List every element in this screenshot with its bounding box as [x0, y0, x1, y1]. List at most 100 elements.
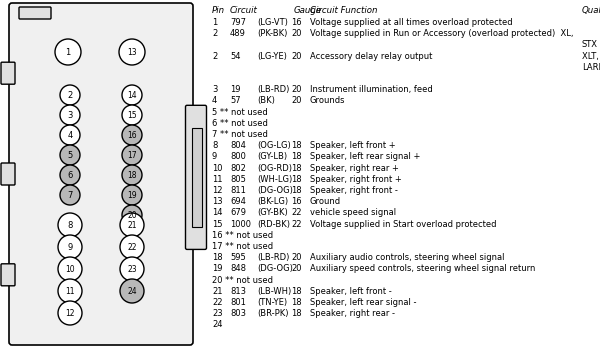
Text: 848: 848 — [230, 264, 246, 273]
Text: Voltage supplied in Run or Accessory (overload protected)  XL,: Voltage supplied in Run or Accessory (ov… — [310, 29, 574, 38]
Text: XLT, FX4,: XLT, FX4, — [582, 52, 600, 61]
Circle shape — [60, 185, 80, 205]
Text: 2: 2 — [212, 52, 217, 61]
Circle shape — [122, 105, 142, 125]
Text: 21: 21 — [127, 220, 137, 229]
FancyBboxPatch shape — [19, 7, 51, 19]
Text: (BK): (BK) — [257, 96, 275, 105]
Text: vehicle speed signal: vehicle speed signal — [310, 209, 396, 218]
Text: 19: 19 — [212, 264, 223, 273]
Text: (WH-LG): (WH-LG) — [257, 175, 292, 184]
Text: 9: 9 — [212, 152, 217, 161]
Text: 22: 22 — [127, 243, 137, 252]
Text: Speaker, left rear signal +: Speaker, left rear signal + — [310, 152, 421, 161]
Text: 804: 804 — [230, 141, 246, 150]
FancyBboxPatch shape — [1, 62, 15, 84]
Circle shape — [58, 235, 82, 259]
Circle shape — [58, 301, 82, 325]
Text: Grounds: Grounds — [310, 96, 346, 105]
Text: 694: 694 — [230, 197, 246, 206]
Text: Speaker, right rear -: Speaker, right rear - — [310, 309, 395, 318]
Circle shape — [58, 257, 82, 281]
Text: 15: 15 — [127, 110, 137, 119]
Circle shape — [122, 185, 142, 205]
Circle shape — [122, 85, 142, 105]
Text: 18: 18 — [291, 309, 302, 318]
Circle shape — [60, 125, 80, 145]
Text: 19: 19 — [230, 85, 241, 94]
Text: (TN-YE): (TN-YE) — [257, 298, 287, 307]
Text: 5 ** not used: 5 ** not used — [212, 108, 268, 117]
Text: Voltage supplied in Start overload protected: Voltage supplied in Start overload prote… — [310, 220, 497, 229]
Circle shape — [60, 85, 80, 105]
Text: Gauge: Gauge — [294, 6, 322, 15]
Text: 14: 14 — [127, 91, 137, 100]
Text: (DG-OG): (DG-OG) — [257, 264, 293, 273]
Text: 803: 803 — [230, 309, 246, 318]
Circle shape — [120, 279, 144, 303]
FancyBboxPatch shape — [192, 128, 202, 227]
Text: 8: 8 — [67, 220, 73, 229]
Text: (BR-PK): (BR-PK) — [257, 309, 289, 318]
Text: 813: 813 — [230, 287, 246, 296]
Text: 13: 13 — [212, 197, 223, 206]
Text: 18: 18 — [291, 152, 302, 161]
Text: 2: 2 — [212, 29, 217, 38]
Text: 2: 2 — [67, 91, 73, 100]
Text: 13: 13 — [127, 48, 137, 57]
Text: Circuit: Circuit — [230, 6, 258, 15]
Text: 18: 18 — [291, 186, 302, 195]
Text: 20: 20 — [127, 211, 137, 220]
Text: 18: 18 — [212, 253, 223, 262]
Text: (LB-RD): (LB-RD) — [257, 85, 289, 94]
Circle shape — [55, 39, 81, 65]
Text: Speaker, left front +: Speaker, left front + — [310, 141, 395, 150]
Text: 16: 16 — [291, 18, 302, 27]
Text: (BK-LG): (BK-LG) — [257, 197, 288, 206]
Text: 3: 3 — [67, 110, 73, 119]
Text: 12: 12 — [65, 308, 75, 318]
Text: 10: 10 — [65, 264, 75, 273]
Circle shape — [122, 165, 142, 185]
Text: (PK-BK): (PK-BK) — [257, 29, 287, 38]
Text: Circuit Function: Circuit Function — [310, 6, 377, 15]
Text: LARIAT: LARIAT — [582, 63, 600, 72]
Text: Qualifier: Qualifier — [582, 6, 600, 15]
Text: 23: 23 — [127, 264, 137, 273]
Text: 679: 679 — [230, 209, 246, 218]
Text: 20: 20 — [291, 29, 302, 38]
Text: 800: 800 — [230, 152, 246, 161]
Text: 15: 15 — [212, 220, 223, 229]
Text: 16: 16 — [127, 130, 137, 139]
Text: 20 ** not used: 20 ** not used — [212, 276, 273, 285]
Circle shape — [122, 145, 142, 165]
Circle shape — [119, 39, 145, 65]
Text: Auxiliary audio controls, steering wheel signal: Auxiliary audio controls, steering wheel… — [310, 253, 505, 262]
Text: 16: 16 — [291, 197, 302, 206]
Text: 18: 18 — [291, 141, 302, 150]
Text: 54: 54 — [230, 52, 241, 61]
FancyBboxPatch shape — [1, 264, 15, 286]
Text: 1: 1 — [212, 18, 217, 27]
Text: (RD-BK): (RD-BK) — [257, 220, 290, 229]
FancyBboxPatch shape — [1, 163, 15, 185]
Text: 20: 20 — [291, 52, 302, 61]
Text: Instrument illumination, feed: Instrument illumination, feed — [310, 85, 433, 94]
Text: Auxiliary speed controls, steering wheel signal return: Auxiliary speed controls, steering wheel… — [310, 264, 535, 273]
Text: 17: 17 — [127, 151, 137, 160]
Text: (DG-OG): (DG-OG) — [257, 186, 293, 195]
Text: (GY-LB): (GY-LB) — [257, 152, 287, 161]
Text: 18: 18 — [127, 170, 137, 179]
Text: Speaker, right rear +: Speaker, right rear + — [310, 163, 399, 172]
Text: 19: 19 — [127, 191, 137, 200]
Text: 1000: 1000 — [230, 220, 251, 229]
Text: Voltage supplied at all times overload protected: Voltage supplied at all times overload p… — [310, 18, 512, 27]
Text: 489: 489 — [230, 29, 246, 38]
Text: 11: 11 — [212, 175, 223, 184]
Text: 802: 802 — [230, 163, 246, 172]
Text: 21: 21 — [212, 287, 223, 296]
Text: 20: 20 — [291, 264, 302, 273]
Text: (GY-BK): (GY-BK) — [257, 209, 288, 218]
Text: 24: 24 — [127, 287, 137, 296]
Text: 4: 4 — [67, 130, 73, 139]
